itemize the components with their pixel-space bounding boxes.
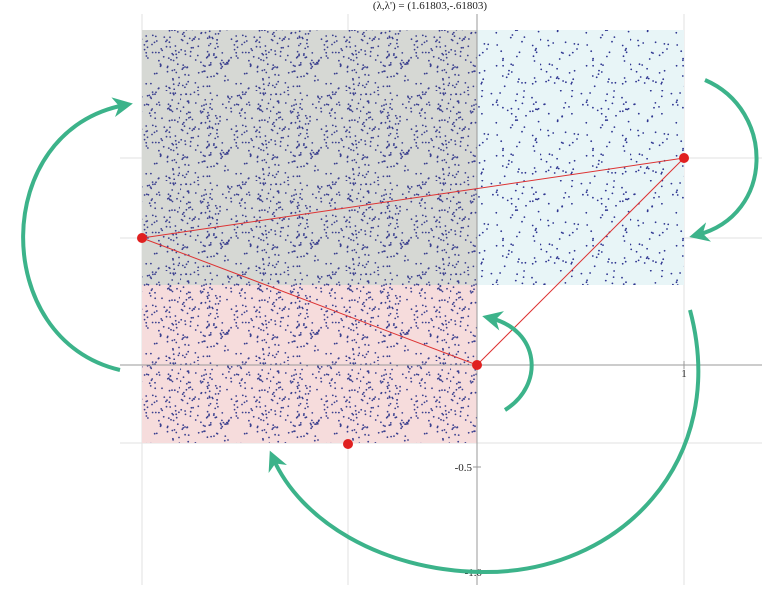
point: [343, 439, 353, 449]
edge: [476, 157, 685, 366]
region-top-left-dots: [142, 30, 477, 285]
region-bottom-dots: [142, 285, 477, 443]
arrow-bottom: [268, 309, 701, 575]
point: [472, 360, 482, 370]
edge: [141, 237, 478, 366]
edge: [141, 157, 685, 239]
point: [679, 153, 689, 163]
arrow-left: [21, 97, 133, 372]
axes: [120, 14, 762, 585]
arrow-right: [689, 78, 759, 242]
points: [137, 153, 689, 449]
tick-label: -0.5: [455, 462, 473, 474]
region-top-right-dots: [477, 30, 684, 285]
arrows: [21, 78, 759, 575]
point: [137, 233, 147, 243]
tick-label: 1: [681, 368, 687, 380]
arrow-middle: [482, 311, 534, 412]
title: (λ,λ') = (1.61803,-.61803): [373, 0, 488, 12]
triangle: [141, 157, 685, 366]
